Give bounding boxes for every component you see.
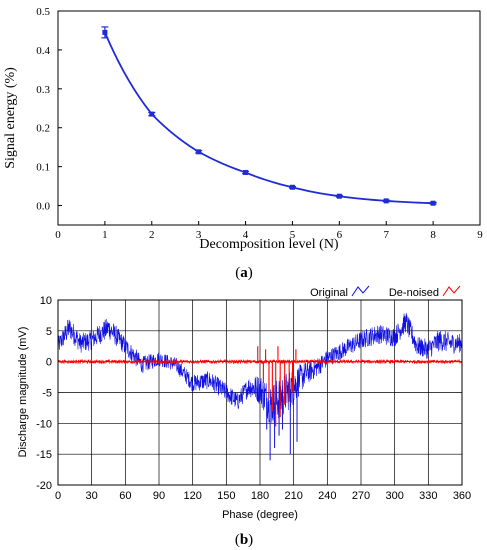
panel-b-series-denoised [57,346,463,427]
panel-b-x-axis: 0 30 60 90 120 150 180 210 240 270 300 330 360 [55,490,471,502]
panel-b-y-tick-label: 0 [46,357,52,369]
panel-a-data-point [289,184,295,190]
panel-a-y-tick-label: 0.0 [36,201,50,213]
panel-a-letter: a [240,265,248,281]
panel-a-data-point [102,29,108,35]
panel-a-x-axis: 0 1 2 3 4 5 6 7 8 9 [55,221,483,241]
panel-b-x-tick-label: 330 [419,490,437,502]
panel-b-x-tick-label: 270 [352,490,370,502]
panel-a-y-tick-label: 0.4 [36,45,50,57]
panel-a-x-tick-label: 3 [196,229,202,241]
panel-b-x-tick-label: 210 [284,490,302,502]
panel-b-original-trace [57,312,463,423]
panel-a-data-point [383,198,389,204]
panel-b-x-tick-label: 90 [153,490,165,502]
panel-a-x-tick-label: 4 [243,229,249,241]
panel-b-x-tick-label: 0 [55,490,61,502]
panel-a-y-axis-title: Signal energy (%) [3,67,18,169]
panel-a-x-tick-label: 5 [290,229,296,241]
panel-a-x-tick-label: 1 [102,229,108,241]
panel-a-series-line [104,32,434,205]
legend-swatch-original [351,285,370,297]
panel-b-letter: b [240,532,248,548]
panel-b-x-tick-label: 120 [183,490,201,502]
panel-a-data-point [243,169,249,175]
panel-b-x-axis-title: Phase (degree) [222,509,298,521]
legend-swatch-denoised [442,285,461,297]
panel-a-series [101,26,437,206]
panel-b-x-tick-label: 180 [251,490,269,502]
panel-a-plot-frame [57,10,481,226]
panel-b-x-tick-label: 60 [119,490,131,502]
panel-a-x-tick-label: 0 [55,229,61,241]
panel-a-y-tick-label: 0.1 [36,162,50,174]
legend-label-original: Original [310,287,348,299]
panel-b-y-axis-title: Discharge magnitude (mV) [17,327,29,458]
panel-a-data-point [430,200,436,206]
panel-a-x-axis-title: Decomposition level (N) [199,237,339,252]
panel-a-x-tick-label: 2 [149,229,155,241]
panel-b-x-tick-label: 360 [453,490,471,502]
panel-b-y-tick-label: -20 [36,480,52,492]
panel-a-x-tick-label: 8 [430,229,436,241]
panel-a-y-axis: 0.0 0.1 0.2 0.3 0.4 0.5 [36,6,62,213]
panel-b-x-tick-label: 240 [318,490,336,502]
panel-b-x-tick-label: 150 [217,490,235,502]
panel-a-data-point [336,193,342,199]
panel-a-y-tick-label: 0.2 [36,123,50,135]
panel-b-y-tick-label: -5 [42,388,52,400]
panel-b-y-tick-label: 5 [46,326,52,338]
panel-b-x-tick-label: 300 [385,490,403,502]
panel-a-chart: 0 1 2 3 4 5 6 7 8 9 0.0 0.1 0.2 0.3 0.4 0.5 Decomposit… [3,6,483,281]
panel-b-y-tick-label: -10 [36,418,52,430]
panel-b-x-tick-label: 30 [86,490,98,502]
panel-a-data-point [149,111,155,117]
legend-label-denoised: De-noised [389,287,439,299]
panel-b-plot-frame [57,299,463,486]
panel-a-caption: (a) [235,265,253,281]
panel-b-denoised-trace [57,358,463,365]
panel-b-chart: 0 30 60 90 120 150 180 210 240 270 300 330 360 1050-… [17,285,471,548]
panel-b-y-tick-label: -15 [36,449,52,461]
panel-b-y-tick-label: 10 [40,295,52,307]
panel-b-legend: Original De-noised [310,285,461,299]
panel-b-series-original [57,312,463,461]
panel-b-caption: (b) [235,532,253,548]
panel-a-y-tick-label: 0.5 [36,6,50,18]
panel-a-x-tick-label: 7 [383,229,389,241]
panel-b-y-axis: 10 5 0 -5 -10 -15 -20 [36,295,52,492]
panel-a-data-point [196,149,202,155]
panel-a-x-tick-label: 6 [337,229,343,241]
panel-a-x-tick-label: 9 [477,229,483,241]
panel-a-y-tick-label: 0.3 [36,84,50,96]
